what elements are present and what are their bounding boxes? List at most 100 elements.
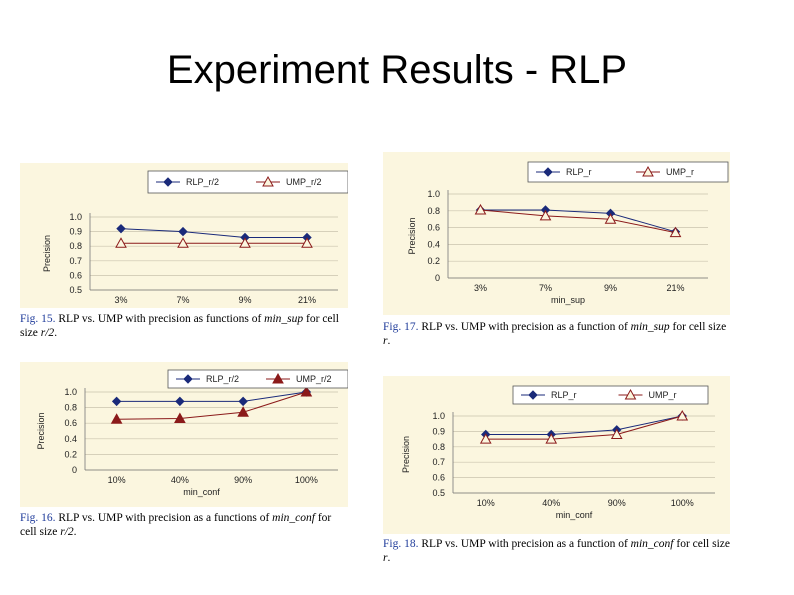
data-point [116, 223, 126, 234]
y-tick-label: 0.2 [64, 449, 77, 459]
x-tick-label: 90% [608, 498, 626, 508]
figure-17-panel: 0 0.2 0.4 0.6 0.8 1.0 3% 7% 9% 21% min_sup Precisio… [383, 152, 733, 352]
y-tick-label: 0.9 [432, 426, 445, 436]
y-tick-label: 0.7 [69, 256, 82, 266]
data-point [110, 413, 123, 424]
legend-box [147, 170, 348, 194]
data-point [174, 412, 186, 424]
x-tick-label: 9% [238, 295, 251, 305]
y-tick-label: 0.8 [432, 442, 445, 452]
caption-text: . [387, 552, 391, 564]
data-point [115, 237, 127, 248]
figure-15-panel: 0.5 0.6 0.7 0.8 0.9 1.0 3% 7% 9% 21% min_sup Precis… [20, 163, 350, 343]
x-tick-label: 7% [176, 295, 189, 305]
caption-text: RLP vs. UMP with precision as a function… [418, 538, 631, 550]
caption-cell-size: r/2 [40, 327, 55, 339]
caption-text: RLP vs. UMP with precision as a function… [55, 512, 273, 524]
legend-swatch-marker [163, 177, 173, 187]
legend-label: RLP_r [551, 390, 577, 400]
y-tick-label: 1.0 [64, 387, 77, 397]
figure-18-panel: 0.5 0.6 0.7 0.8 0.9 1.0 10% 40% 90% 100% min_conf P… [383, 376, 733, 576]
caption-text: for cell size [669, 321, 727, 333]
series-line [485, 415, 683, 435]
legend-swatch-marker [624, 388, 637, 400]
legend-swatch-marker [543, 167, 553, 177]
x-axis-title: min_sup [551, 295, 585, 305]
y-tick-label: 0.5 [432, 488, 445, 498]
legend-box [527, 161, 729, 183]
x-tick-label: 40% [542, 498, 560, 508]
data-point [301, 237, 313, 248]
caption-cell-size: r [383, 335, 388, 347]
y-tick-label: 0.4 [64, 434, 77, 444]
y-tick-label: 1.0 [69, 212, 82, 222]
caption-text: . [387, 335, 391, 347]
y-tick-label: 0.6 [432, 473, 445, 483]
y-tick-label: 0.2 [427, 256, 440, 266]
data-point [300, 385, 313, 397]
y-tick-label: 0.6 [69, 270, 82, 280]
figure-15-caption: Fig. 15. RLP vs. UMP with precision as f… [20, 312, 350, 340]
x-axis-title: min_conf [183, 487, 220, 497]
series-line [116, 391, 307, 402]
data-point [178, 226, 188, 237]
series-line [120, 228, 307, 238]
data-point [479, 433, 492, 444]
figure-18-chart: 0.5 0.6 0.7 0.8 0.9 1.0 10% 40% 90% 100% min_conf P… [383, 376, 730, 534]
figure-16-chart: 0 0.2 0.4 0.6 0.8 1.0 10% 40% 90% 100% min_conf Pre… [20, 362, 348, 507]
caption-figure-number: Fig. 17. [383, 321, 419, 333]
figure-16-panel: 0 0.2 0.4 0.6 0.8 1.0 10% 40% 90% 100% min_conf Pre… [20, 362, 350, 542]
legend-swatch-marker [262, 175, 274, 187]
y-tick-label: 0.4 [427, 239, 440, 249]
y-tick-label: 0.7 [432, 457, 445, 467]
series-line [116, 391, 307, 420]
legend-box [512, 385, 709, 405]
series-line [480, 209, 676, 234]
y-tick-label: 1.0 [427, 189, 440, 199]
x-axis-title: min_sup [187, 307, 221, 308]
data-point [238, 396, 248, 407]
data-point [237, 406, 249, 417]
x-axis-title: min_conf [556, 510, 593, 520]
legend-label: UMP_r [666, 167, 694, 177]
y-tick-label: 1.0 [432, 411, 445, 421]
caption-text: for cell size [20, 313, 339, 339]
y-tick-label: 0 [72, 465, 77, 475]
caption-variable: min_sup [630, 321, 670, 333]
x-tick-label: 9% [604, 283, 617, 293]
data-point [111, 396, 122, 407]
y-tick-label: 0.8 [64, 403, 77, 413]
legend-label: RLP_r/2 [186, 177, 219, 187]
caption-figure-number: Fig. 18. [383, 538, 419, 550]
caption-text: . [73, 526, 77, 538]
legend-swatch-marker [642, 165, 654, 177]
legend-swatch-marker [272, 372, 284, 384]
caption-figure-number: Fig. 16. [20, 512, 56, 524]
y-axis-title: Precision [36, 412, 46, 449]
caption-cell-size: r/2 [60, 526, 74, 538]
x-tick-label: 21% [666, 283, 684, 293]
data-point [175, 396, 185, 407]
legend-label: UMP_r/2 [296, 374, 332, 384]
y-axis-title: Precision [42, 235, 52, 272]
figure-18-caption: Fig. 18. RLP vs. UMP with precision as a… [383, 537, 733, 565]
caption-variable: min_conf [630, 538, 674, 550]
data-point [539, 209, 552, 221]
legend-label: RLP_r/2 [206, 374, 239, 384]
x-tick-label: 40% [171, 475, 189, 485]
caption-text: for cell size [673, 538, 730, 550]
x-tick-label: 3% [114, 295, 127, 305]
series-line [485, 415, 683, 440]
legend-swatch-marker [183, 374, 193, 384]
data-point [545, 433, 558, 444]
x-tick-label: 10% [108, 475, 126, 485]
figure-17-chart: 0 0.2 0.4 0.6 0.8 1.0 3% 7% 9% 21% min_sup Precisio… [383, 152, 730, 315]
x-tick-label: 100% [671, 498, 694, 508]
y-tick-label: 0.8 [427, 206, 440, 216]
caption-text: for cell size [20, 512, 332, 538]
legend-box [167, 369, 348, 389]
y-tick-label: 0 [435, 273, 440, 283]
data-point [604, 213, 617, 224]
figure-16-caption: Fig. 16. RLP vs. UMP with precision as a… [20, 511, 350, 539]
figure-15-chart: 0.5 0.6 0.7 0.8 0.9 1.0 3% 7% 9% 21% min_sup Precis… [20, 163, 348, 308]
